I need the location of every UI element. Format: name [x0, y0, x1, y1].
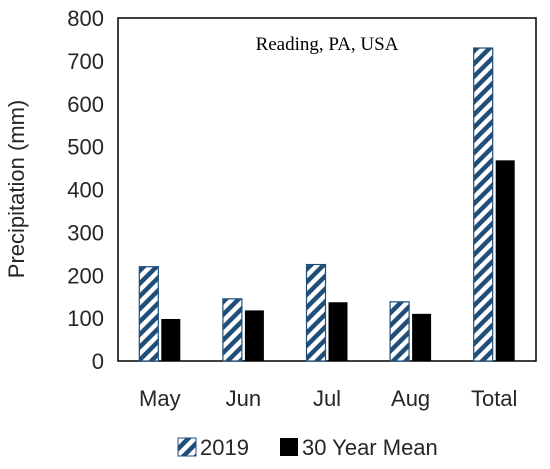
bar-2019-jul: [305, 263, 327, 362]
x-axis-ticks: May Jun Jul Aug Total: [139, 386, 517, 411]
bar-30-year-mean-total: [495, 160, 515, 361]
legend-swatch-2019: [177, 437, 197, 457]
x-tick-label-jul: Jul: [313, 386, 341, 411]
x-tick-label-total: Total: [471, 386, 517, 411]
bar-30-year-mean-may: [161, 318, 181, 361]
y-tick-label-800: 800: [67, 6, 104, 31]
plot-area-frame: [117, 17, 537, 362]
x-tick-label-aug: Aug: [391, 386, 430, 411]
y-tick-label-700: 700: [67, 49, 104, 74]
legend-swatch-30-year-mean: [280, 438, 298, 456]
legend-label-30-year-mean: 30 Year Mean: [302, 435, 438, 460]
bar-2019-may: [138, 266, 159, 362]
x-tick-label-jun: Jun: [226, 386, 261, 411]
legend-label-2019: 2019: [200, 435, 249, 460]
y-tick-label-100: 100: [67, 306, 104, 331]
bar-2019-total: [473, 47, 494, 362]
bars-group: [138, 47, 515, 362]
y-tick-label-400: 400: [67, 178, 104, 203]
chart-annotation: Reading, PA, USA: [256, 34, 399, 55]
bar-30-year-mean-jun: [244, 310, 264, 361]
bar-2019-aug: [389, 301, 410, 362]
y-axis-ticks: 0 100 200 300 400 500 600 700 800: [67, 6, 104, 374]
bar-2019-jun: [222, 298, 243, 362]
y-axis-label: Precipitation (mm): [4, 100, 29, 278]
y-tick-label-300: 300: [67, 220, 104, 245]
x-tick-label-may: May: [139, 386, 181, 411]
legend: 2019 30 Year Mean: [177, 435, 438, 460]
bar-30-year-mean-jul: [328, 302, 348, 361]
y-tick-label-500: 500: [67, 135, 104, 160]
y-tick-label-600: 600: [67, 92, 104, 117]
y-tick-label-0: 0: [92, 349, 104, 374]
bar-30-year-mean-aug: [412, 313, 432, 361]
y-tick-label-200: 200: [67, 263, 104, 288]
